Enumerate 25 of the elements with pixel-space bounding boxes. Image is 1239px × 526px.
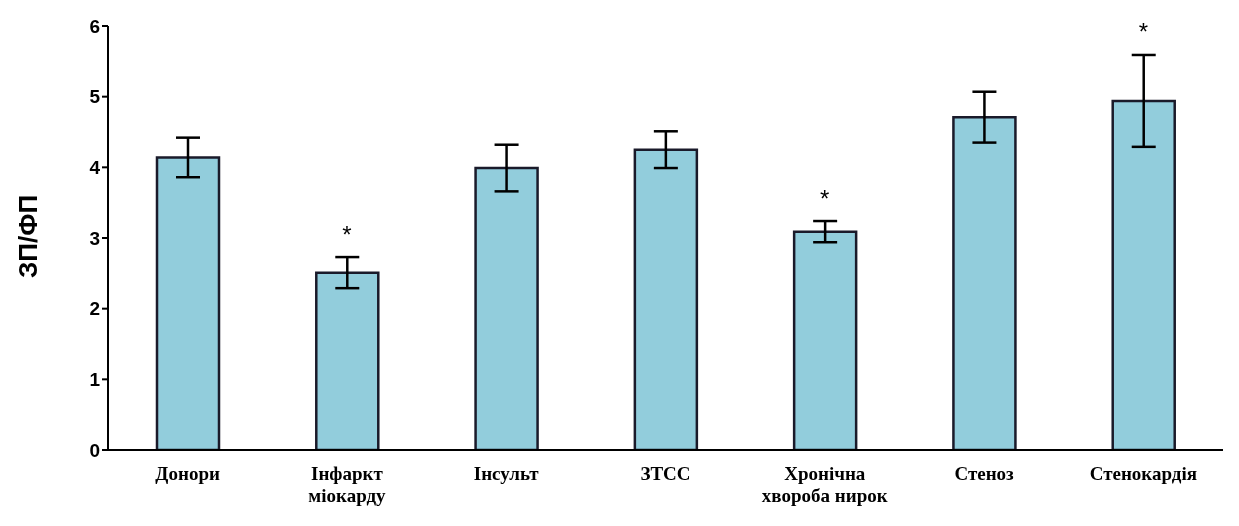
y-tick-label: 4: [89, 157, 101, 179]
x-tick-label: Стенокардія: [1089, 463, 1198, 484]
bar: [315, 271, 380, 450]
y-tick-label: 3: [89, 227, 100, 249]
annotation: *: [820, 185, 830, 213]
x-tick-label: Інсульт: [473, 463, 540, 484]
x-tick-label: ЗТСС: [640, 463, 691, 484]
y-tick-label: 0: [89, 439, 100, 461]
x-tick-label: Стеноз: [954, 463, 1015, 484]
annotation: *: [1138, 18, 1149, 46]
bar: [952, 115, 1017, 450]
bar: [792, 230, 858, 450]
annotation: *: [342, 221, 352, 249]
y-tick-label: 1: [89, 369, 101, 391]
y-tick-label: 2: [89, 298, 100, 320]
bar: [474, 166, 539, 450]
x-tick-label: Хронічна хвороба нирок: [761, 463, 888, 506]
bar: [1111, 99, 1176, 450]
y-axis-title: ЗП/ФП: [13, 194, 44, 278]
bar: [155, 156, 221, 450]
x-tick-label: Донори: [155, 463, 220, 484]
x-tick-label: Інфаркт міокарду: [308, 463, 387, 506]
y-tick-label: 5: [89, 86, 101, 108]
y-tick-label: 6: [89, 15, 100, 37]
bar: [633, 148, 699, 450]
